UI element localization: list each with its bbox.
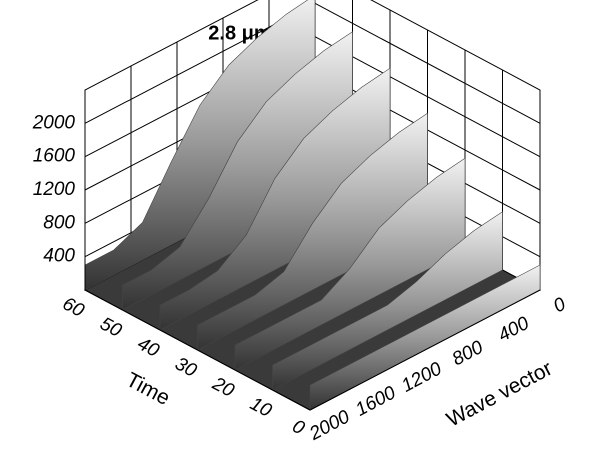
z-tick-label: 1600: [33, 146, 76, 167]
axis-line: [84, 289, 311, 411]
x-axis-label: Time: [122, 368, 173, 410]
x-tick-label: 10: [246, 393, 275, 422]
y-tick-label: 2000: [305, 406, 353, 445]
surface-strip: [197, 112, 428, 351]
y-tick-label: 0: [550, 294, 570, 318]
x-tick-label: 30: [171, 353, 200, 382]
surface-strip: [159, 67, 391, 331]
z-tick-label: 400: [43, 246, 75, 267]
z-tick-label: 1200: [33, 179, 76, 200]
axis-line: [309, 289, 541, 411]
y-tick-label: 800: [449, 337, 487, 371]
x-tick-label: 50: [96, 313, 125, 342]
surface-strip: [122, 31, 353, 311]
surface-strip: [272, 211, 503, 391]
y-tick-label: 400: [495, 313, 533, 347]
y-tick-label: 1200: [398, 358, 446, 397]
z-tick-label: 800: [43, 212, 75, 233]
x-tick-label: 0: [289, 416, 309, 440]
x-tick-label: 60: [59, 293, 88, 322]
surface-strip: [84, 0, 316, 291]
surface-strip: [234, 157, 466, 371]
z-tick-label: 2000: [32, 112, 76, 133]
x-tick-label: 40: [134, 333, 163, 362]
y-tick-label: 1600: [352, 382, 400, 421]
x-tick-label: 20: [208, 373, 238, 402]
